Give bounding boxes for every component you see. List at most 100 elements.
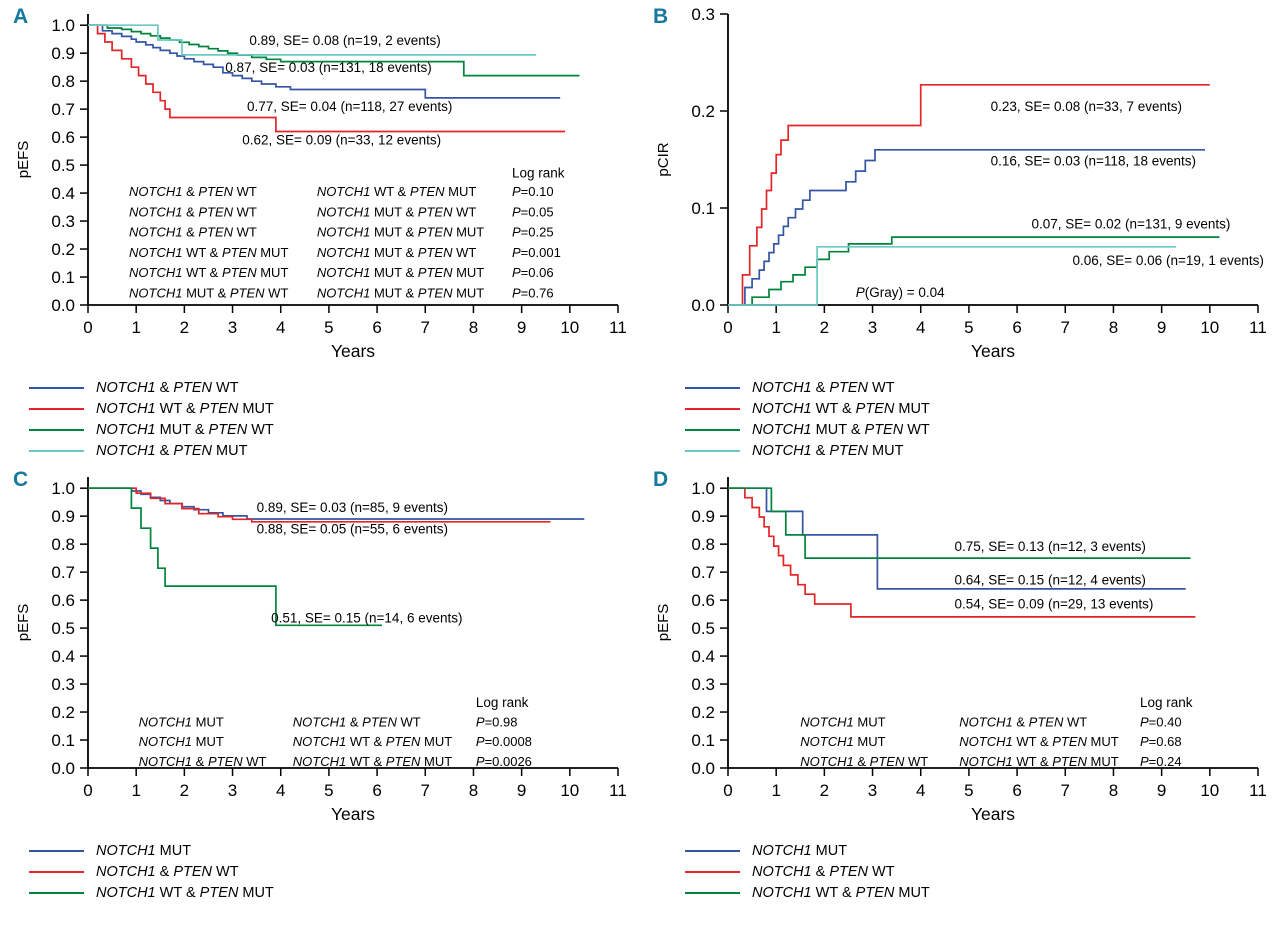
x-tick-label: 9 (517, 318, 526, 337)
x-tick-label: 11 (609, 781, 627, 800)
legend-item: NOTCH1 MUT (684, 840, 1280, 861)
panel-c-letter: C (13, 468, 29, 491)
panel-c-chart: 0.0 0.1 0.2 0.3 0.4 0.5 0.6 0.7 0.8 0.9 1.0 0 1 2 3 4 5 6… (0, 463, 640, 839)
x-tick-label: 2 (180, 318, 189, 337)
logrank-pvalue: P=0.25 (512, 224, 554, 239)
y-tick-label: 0.7 (51, 563, 75, 582)
y-tick-label: 0.5 (51, 156, 75, 175)
legend-item: NOTCH1 & PTEN WT (684, 861, 1280, 882)
series-green-curve (728, 236, 1220, 306)
y-tick-label: 1.0 (51, 479, 75, 498)
series-teal-curve (728, 245, 1177, 306)
x-tick-label: 7 (1061, 318, 1070, 337)
series-teal-curve (88, 24, 537, 56)
panel-a-plot: 0.0 0.1 0.2 0.3 0.4 0.5 0.6 0.7 0.8 0.9 1.0 0 1 2 3 4 5 6… (15, 14, 627, 361)
x-tick-label: 6 (372, 318, 381, 337)
y-tick-label: 0.1 (51, 731, 75, 750)
y-tick-label: 0.3 (51, 212, 75, 231)
y-tick-label: 0.2 (691, 703, 715, 722)
x-tick-label: 4 (916, 781, 925, 800)
x-axis-label: Years (971, 804, 1015, 824)
legend-label: NOTCH1 MUT (752, 842, 848, 859)
logrank-group1: NOTCH1 MUT (139, 734, 224, 749)
legend-line-red (29, 870, 84, 873)
y-tick-label: 0.0 (51, 759, 75, 778)
series-green-curve (88, 24, 580, 77)
panel-c-legend: NOTCH1 MUT NOTCH1 & PTEN WT NOTCH1 WT & PT… (28, 840, 640, 903)
curve-annotation: 0.51, SE= 0.15 (n=14, 6 events) (271, 611, 462, 626)
y-tick-label: 0.9 (51, 44, 75, 63)
logrank-group1: NOTCH1 MUT (800, 715, 885, 730)
series-red-curve (88, 487, 551, 523)
legend-item: NOTCH1 MUT & PTEN WT (28, 419, 640, 440)
logrank-pvalue: P=0.10 (512, 184, 554, 199)
x-tick-label: 9 (1157, 318, 1166, 337)
logrank-pvalue: P=0.05 (512, 204, 554, 219)
legend-line-red (685, 870, 740, 873)
logrank-group2: NOTCH1 MUT & PTEN MUT (317, 265, 484, 280)
panel-c-plot: 0.0 0.1 0.2 0.3 0.4 0.5 0.6 0.7 0.8 0.9 1.0 0 1 2 3 4 5 6… (15, 477, 627, 824)
x-tick-label: 5 (964, 781, 973, 800)
legend-item: NOTCH1 WT & PTEN MUT (28, 398, 640, 419)
x-tick-label: 3 (228, 781, 237, 800)
legend-label: NOTCH1 WT & PTEN MUT (752, 400, 930, 417)
curve-annotation: 0.75, SE= 0.13 (n=12, 3 events) (955, 539, 1146, 554)
panel-d-plot: 0.0 0.1 0.2 0.3 0.4 0.5 0.6 0.7 0.8 0.9 1.0 0 1 2 3 4 5 6… (655, 477, 1267, 824)
logrank-pvalue: P=0.0008 (476, 734, 532, 749)
series-red-curve (728, 487, 1196, 618)
legend-line-green (685, 891, 740, 894)
y-axis-label: pEFS (655, 604, 672, 642)
panel-b-plot: 0.0 0.1 0.2 0.3 0 1 2 3 4 5 6 7 8 9 10 11 pCIR Years 0.23,… (655, 5, 1267, 361)
curve-annotation: 0.89, SE= 0.08 (n=19, 2 events) (249, 33, 440, 48)
logrank-group1: NOTCH1 & PTEN WT (139, 754, 267, 769)
panel-d-chart: 0.0 0.1 0.2 0.3 0.4 0.5 0.6 0.7 0.8 0.9 1.0 0 1 2 3 4 5 6… (640, 463, 1280, 839)
x-tick-label: 9 (517, 781, 526, 800)
logrank-group1: NOTCH1 MUT (139, 715, 224, 730)
logrank-group1: NOTCH1 MUT & PTEN WT (129, 285, 288, 300)
y-tick-label: 0.2 (51, 240, 75, 259)
x-tick-label: 3 (228, 318, 237, 337)
panel-d-legend: NOTCH1 MUT NOTCH1 & PTEN WT NOTCH1 WT & PT… (684, 840, 1280, 903)
y-axis-label: pEFS (15, 604, 32, 642)
curve-annotation: 0.62, SE= 0.09 (n=33, 12 events) (242, 133, 441, 148)
logrank-header: Log rank (512, 166, 565, 181)
legend-line-green (685, 428, 740, 431)
y-tick-label: 0.0 (51, 296, 75, 315)
x-tick-label: 2 (820, 781, 829, 800)
x-tick-label: 4 (916, 318, 925, 337)
legend-label: NOTCH1 WT & PTEN MUT (96, 884, 274, 901)
x-tick-label: 3 (868, 318, 877, 337)
logrank-group2: NOTCH1 WT & PTEN MUT (317, 184, 476, 199)
logrank-group2: NOTCH1 WT & PTEN MUT (293, 754, 452, 769)
legend-item: NOTCH1 & PTEN WT (684, 377, 1280, 398)
logrank-pvalue: P=0.40 (1140, 715, 1182, 730)
y-tick-label: 0.6 (51, 128, 75, 147)
logrank-pvalue: P=0.98 (476, 715, 518, 730)
x-tick-label: 4 (276, 318, 285, 337)
y-tick-label: 1.0 (51, 16, 75, 35)
curve-annotation: 0.23, SE= 0.08 (n=33, 7 events) (991, 99, 1182, 114)
y-tick-label: 0.5 (691, 619, 715, 638)
legend-line-red (685, 407, 740, 410)
y-tick-label: 0.4 (51, 184, 75, 203)
legend-line-green (29, 891, 84, 894)
x-tick-label: 10 (1200, 781, 1219, 800)
y-tick-label: 0.4 (691, 647, 715, 666)
x-tick-label: 3 (868, 781, 877, 800)
y-tick-label: 0.6 (691, 591, 715, 610)
x-tick-label: 7 (421, 318, 430, 337)
x-tick-label: 1 (131, 781, 140, 800)
x-tick-label: 8 (1109, 318, 1118, 337)
logrank-group2: NOTCH1 WT & PTEN MUT (959, 754, 1118, 769)
legend-line-green (29, 428, 84, 431)
x-tick-label: 0 (723, 318, 732, 337)
legend-label: NOTCH1 & PTEN MUT (96, 442, 248, 459)
legend-line-blue (685, 849, 740, 852)
series-red-curve (88, 24, 565, 133)
y-tick-label: 0.9 (51, 507, 75, 526)
legend-label: NOTCH1 & PTEN WT (752, 863, 895, 880)
x-tick-label: 10 (1200, 318, 1219, 337)
logrank-group2: NOTCH1 MUT & PTEN MUT (317, 285, 484, 300)
y-tick-label: 0.9 (691, 507, 715, 526)
logrank-group1: NOTCH1 & PTEN WT (129, 204, 257, 219)
